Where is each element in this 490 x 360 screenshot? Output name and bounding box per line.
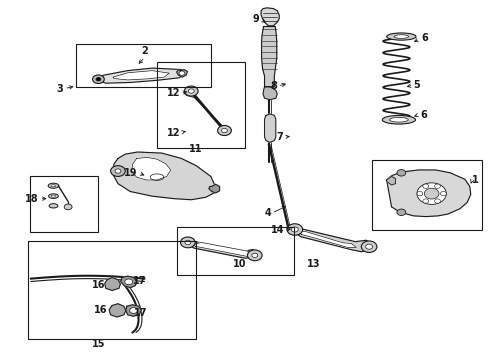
- Circle shape: [397, 170, 406, 176]
- Circle shape: [441, 192, 446, 196]
- Polygon shape: [263, 87, 277, 100]
- Text: 6: 6: [421, 33, 428, 43]
- Bar: [30, 176, 98, 232]
- Circle shape: [397, 209, 406, 216]
- Circle shape: [64, 204, 72, 210]
- Text: 15: 15: [92, 338, 105, 348]
- Polygon shape: [387, 170, 471, 217]
- Polygon shape: [387, 176, 395, 185]
- Polygon shape: [289, 226, 373, 252]
- Bar: [27, 241, 196, 338]
- Polygon shape: [113, 71, 169, 80]
- Ellipse shape: [394, 35, 409, 39]
- Circle shape: [218, 126, 231, 135]
- Circle shape: [435, 184, 441, 188]
- Polygon shape: [105, 278, 121, 291]
- Circle shape: [366, 244, 372, 249]
- Text: 16: 16: [94, 305, 107, 315]
- Circle shape: [130, 308, 138, 314]
- Text: 5: 5: [414, 80, 420, 90]
- Polygon shape: [121, 276, 137, 288]
- Circle shape: [287, 224, 303, 235]
- Circle shape: [221, 129, 227, 133]
- Bar: [76, 44, 211, 87]
- Text: 13: 13: [307, 259, 320, 269]
- Polygon shape: [181, 239, 259, 258]
- Text: 14: 14: [270, 225, 284, 235]
- Circle shape: [435, 199, 441, 203]
- Polygon shape: [109, 304, 126, 317]
- Text: 7: 7: [276, 132, 283, 142]
- Text: 1: 1: [472, 175, 479, 185]
- Ellipse shape: [150, 174, 164, 180]
- Polygon shape: [112, 152, 216, 200]
- Ellipse shape: [49, 204, 58, 208]
- Polygon shape: [96, 68, 186, 83]
- Circle shape: [179, 71, 185, 75]
- Circle shape: [111, 166, 125, 176]
- Circle shape: [417, 192, 423, 196]
- Circle shape: [115, 169, 121, 173]
- Polygon shape: [262, 27, 277, 87]
- Bar: [157, 62, 245, 148]
- Polygon shape: [126, 305, 142, 316]
- Text: 18: 18: [25, 194, 39, 204]
- Text: 6: 6: [420, 111, 427, 121]
- Ellipse shape: [390, 117, 408, 122]
- Circle shape: [423, 199, 429, 203]
- Circle shape: [180, 237, 195, 248]
- Ellipse shape: [51, 195, 56, 197]
- Text: 12: 12: [167, 128, 180, 138]
- Circle shape: [188, 89, 194, 93]
- Text: 3: 3: [56, 84, 63, 94]
- Text: 17: 17: [134, 308, 147, 318]
- Text: 4: 4: [265, 208, 272, 218]
- Circle shape: [93, 75, 104, 84]
- Text: 19: 19: [124, 168, 138, 178]
- Polygon shape: [265, 114, 276, 142]
- Circle shape: [247, 250, 262, 261]
- Circle shape: [185, 240, 191, 244]
- Bar: [176, 226, 294, 275]
- Ellipse shape: [382, 116, 416, 124]
- Text: 11: 11: [190, 144, 203, 154]
- Polygon shape: [184, 88, 231, 133]
- Circle shape: [361, 241, 377, 252]
- Polygon shape: [176, 69, 187, 77]
- Ellipse shape: [49, 194, 58, 198]
- Text: 8: 8: [270, 81, 277, 91]
- Circle shape: [417, 183, 446, 204]
- Circle shape: [252, 253, 258, 257]
- Bar: [372, 160, 482, 230]
- Polygon shape: [194, 242, 252, 256]
- Circle shape: [423, 184, 429, 188]
- Circle shape: [292, 227, 298, 232]
- Circle shape: [96, 77, 101, 81]
- Circle shape: [424, 188, 439, 199]
- Text: 16: 16: [92, 280, 106, 290]
- Ellipse shape: [51, 185, 56, 187]
- Polygon shape: [209, 184, 220, 193]
- Text: 9: 9: [253, 14, 260, 24]
- Text: 17: 17: [133, 276, 146, 286]
- Circle shape: [125, 279, 133, 285]
- Circle shape: [184, 86, 198, 96]
- Text: 2: 2: [142, 46, 148, 56]
- Polygon shape: [261, 8, 279, 26]
- Polygon shape: [300, 231, 356, 247]
- Ellipse shape: [48, 183, 59, 188]
- Text: 10: 10: [233, 259, 247, 269]
- Ellipse shape: [387, 33, 416, 40]
- Polygon shape: [132, 157, 171, 180]
- Text: 12: 12: [167, 88, 180, 98]
